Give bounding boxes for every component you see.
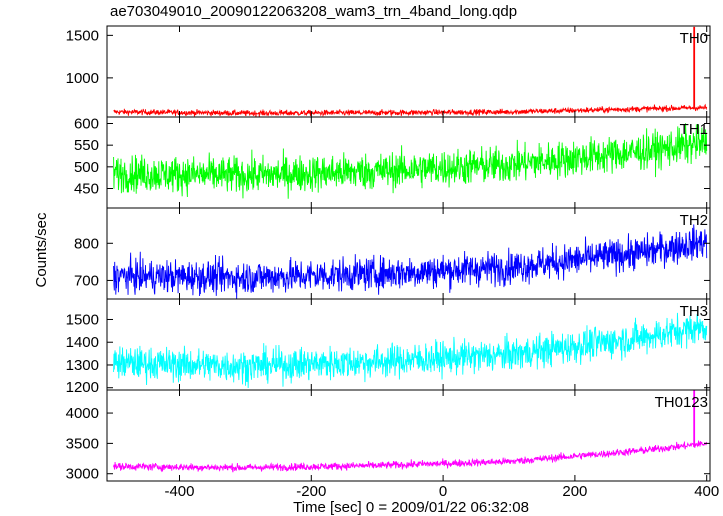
series-line-th3 <box>113 312 708 388</box>
panel-label-th0123: TH0123 <box>655 394 708 411</box>
y-tick-label-th0-1000: 1000 <box>66 70 99 87</box>
y-tick-label-th3-1400: 1400 <box>66 334 99 351</box>
panel-label-th2: TH2 <box>680 212 708 229</box>
panel-frame-th0 <box>106 25 711 118</box>
y-tick-label-th0123-3500: 3500 <box>66 435 99 452</box>
y-tick-label-th0123-4000: 4000 <box>66 405 99 422</box>
series-line-th0 <box>113 103 708 117</box>
y-tick-label-th1-500: 500 <box>74 159 99 176</box>
x-tick-label--200: -200 <box>296 483 326 500</box>
x-tick-label-0: 0 <box>439 483 447 500</box>
x-tick-label-400: 400 <box>694 483 719 500</box>
panel-label-th0: TH0 <box>680 30 708 47</box>
y-tick-label-th1-450: 450 <box>74 181 99 198</box>
panel-label-th1: TH1 <box>680 121 708 138</box>
y-axis-label: Counts/sec <box>33 212 50 288</box>
series-line-th1 <box>113 123 708 199</box>
y-tick-label-th3-1300: 1300 <box>66 357 99 374</box>
y-tick-label-th0123-3000: 3000 <box>66 466 99 483</box>
x-tick-label--400: -400 <box>164 483 194 500</box>
y-tick-label-th0-1500: 1500 <box>66 27 99 44</box>
series-line-th2 <box>113 224 708 299</box>
y-tick-label-th2-700: 700 <box>74 272 99 289</box>
panel-frame-th3 <box>106 298 711 391</box>
y-tick-label-th1-550: 550 <box>74 137 99 154</box>
series-line-th0123 <box>113 440 708 473</box>
x-tick-label-200: 200 <box>562 483 587 500</box>
y-tick-label-th3-1200: 1200 <box>66 379 99 396</box>
x-axis-label: Time [sec] 0 = 2009/01/22 06:32:08 <box>293 499 529 516</box>
y-tick-label-th2-800: 800 <box>74 235 99 252</box>
panel-frame-th0123 <box>106 389 711 482</box>
panel-label-th3: TH3 <box>680 303 708 320</box>
chart-title: ae703049010_20090122063208_wam3_trn_4ban… <box>110 3 518 20</box>
y-tick-label-th3-1500: 1500 <box>66 311 99 328</box>
y-tick-label-th1-600: 600 <box>74 116 99 133</box>
